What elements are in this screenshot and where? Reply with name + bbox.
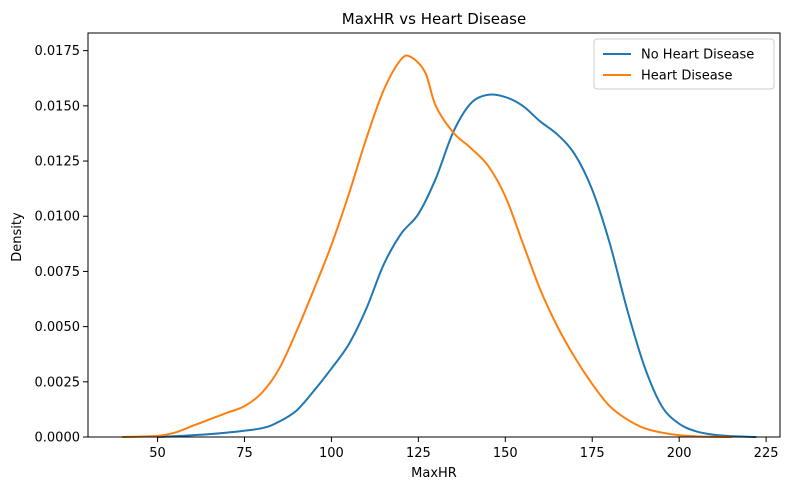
legend: No Heart Disease Heart Disease [593, 38, 775, 90]
x-tick-label: 125 [406, 446, 431, 461]
series-line-heart-disease [121, 54, 733, 438]
series-line-no-heart-disease [156, 93, 757, 438]
y-tick-label: 0.0075 [35, 265, 81, 280]
x-tick-label: 75 [236, 446, 253, 461]
plot-frame [87, 32, 781, 438]
y-tick-label: 0.0150 [35, 99, 81, 114]
x-tick-label: 100 [319, 446, 344, 461]
y-tick-label: 0.0175 [35, 44, 81, 59]
legend-box [593, 38, 775, 90]
y-axis: 0.0000 0.0025 0.0050 0.0075 0.0100 0.0125 0.01… [35, 44, 88, 446]
x-axis: 50 75 100 125 150 175 200 225 [149, 437, 779, 461]
y-axis-label: Density [10, 212, 25, 262]
x-tick-label: 200 [667, 446, 692, 461]
x-tick-label: 225 [754, 446, 779, 461]
x-tick-label: 175 [580, 446, 605, 461]
y-tick-label: 0.0050 [35, 320, 81, 335]
y-tick-label: 0.0025 [35, 375, 81, 390]
chart-title: MaxHR vs Heart Disease [342, 10, 526, 28]
legend-label-no-heart-disease: No Heart Disease [641, 48, 754, 63]
x-tick-label: 150 [493, 446, 518, 461]
y-tick-label: 0.0125 [35, 155, 81, 170]
plot-area [87, 32, 781, 438]
x-axis-label: MaxHR [411, 466, 457, 481]
y-tick-label: 0.0000 [35, 431, 81, 446]
legend-label-heart-disease: Heart Disease [641, 69, 732, 84]
x-tick-label: 50 [149, 446, 166, 461]
y-tick-label: 0.0100 [35, 210, 81, 225]
